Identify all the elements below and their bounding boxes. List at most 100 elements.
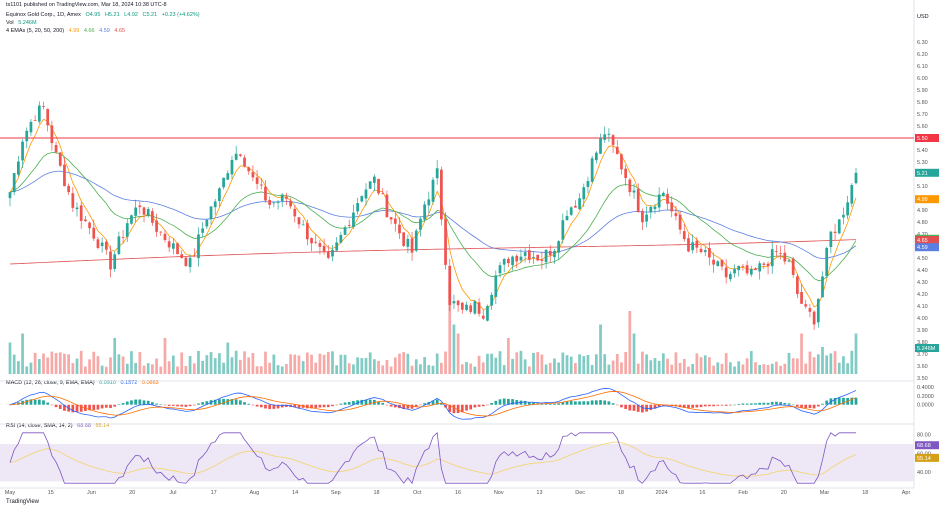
candle-body[interactable] (440, 169, 443, 220)
candle-body[interactable] (163, 233, 167, 241)
candle-body[interactable] (842, 214, 845, 218)
candle-body[interactable] (561, 220, 565, 240)
candle-body[interactable] (796, 276, 799, 294)
candle-body[interactable] (766, 263, 770, 267)
candle-body[interactable] (184, 257, 188, 267)
candle-body[interactable] (553, 250, 556, 258)
candle-body[interactable] (46, 108, 50, 126)
candle-body[interactable] (653, 206, 657, 210)
candle-body[interactable] (716, 261, 720, 267)
candle-body[interactable] (75, 207, 79, 210)
candle-body[interactable] (280, 194, 284, 201)
candle-body[interactable] (737, 265, 741, 271)
candle-body[interactable] (532, 257, 535, 258)
candle-body[interactable] (837, 219, 841, 234)
candle-body[interactable] (104, 241, 108, 250)
candle-body[interactable] (67, 185, 70, 193)
candle-body[interactable] (519, 256, 523, 261)
candle-body[interactable] (180, 254, 184, 259)
candle-body[interactable] (318, 243, 322, 247)
candle-body[interactable] (540, 259, 544, 261)
candle-body[interactable] (829, 231, 833, 248)
candle-body[interactable] (88, 222, 91, 229)
candle-body[interactable] (515, 255, 519, 262)
candle-body[interactable] (733, 269, 736, 274)
candle-body[interactable] (364, 189, 368, 199)
candle-body[interactable] (151, 211, 154, 223)
candle-body[interactable] (590, 158, 594, 182)
candle-body[interactable] (368, 181, 372, 189)
candle-body[interactable] (410, 238, 414, 253)
candle-body[interactable] (37, 105, 41, 122)
candle-body[interactable] (465, 304, 468, 310)
candle-body[interactable] (666, 193, 669, 204)
candle-body[interactable] (779, 253, 782, 255)
candle-body[interactable] (703, 250, 707, 253)
candle-body[interactable] (42, 106, 45, 107)
candle-body[interactable] (12, 173, 16, 193)
candle-body[interactable] (448, 265, 452, 305)
candle-body[interactable] (473, 301, 477, 314)
candle-body[interactable] (176, 243, 179, 255)
candle-body[interactable] (787, 260, 791, 262)
symbol-name[interactable]: Equinox Gold Corp., 1D, Amex (6, 12, 81, 18)
candle-body[interactable] (109, 251, 112, 270)
candle-body[interactable] (632, 190, 636, 193)
candle-body[interactable] (712, 259, 715, 265)
candle-body[interactable] (691, 242, 695, 251)
candle-body[interactable] (230, 159, 234, 175)
candle-body[interactable] (159, 231, 163, 233)
candle-body[interactable] (84, 219, 87, 222)
candle-body[interactable] (670, 202, 674, 212)
candle-body[interactable] (423, 204, 426, 220)
candle-body[interactable] (402, 232, 406, 246)
candle-body[interactable] (33, 120, 37, 121)
candle-body[interactable] (661, 192, 665, 196)
candle-body[interactable] (821, 276, 824, 298)
candle-body[interactable] (285, 196, 288, 199)
candle-body[interactable] (682, 231, 686, 240)
candle-body[interactable] (226, 173, 230, 180)
candle-body[interactable] (628, 179, 632, 193)
candle-body[interactable] (197, 234, 200, 259)
candle-body[interactable] (188, 257, 192, 267)
candle-body[interactable] (406, 238, 410, 247)
candle-body[interactable] (523, 252, 527, 256)
candle-body[interactable] (289, 200, 292, 207)
candle-body[interactable] (71, 193, 75, 208)
candle-body[interactable] (389, 217, 393, 220)
candle-body[interactable] (825, 247, 829, 276)
candle-body[interactable] (373, 176, 376, 183)
candle-body[interactable] (130, 215, 133, 224)
candle-body[interactable] (565, 215, 569, 221)
candle-body[interactable] (494, 275, 498, 297)
candle-body[interactable] (155, 220, 158, 232)
candle-body[interactable] (117, 236, 121, 255)
candle-body[interactable] (456, 300, 460, 306)
candle-body[interactable] (310, 238, 313, 244)
candle-body[interactable] (557, 241, 561, 253)
candle-body[interactable] (121, 236, 125, 238)
candle-body[interactable] (674, 213, 678, 217)
candle-body[interactable] (804, 304, 808, 307)
candle-body[interactable] (808, 308, 812, 312)
candle-body[interactable] (234, 153, 238, 160)
rsi-label[interactable]: RSI (14, close, SMA, 14, 2) (6, 423, 73, 429)
candle-body[interactable] (611, 135, 615, 145)
candle-body[interactable] (431, 179, 435, 202)
candle-body[interactable] (360, 196, 364, 202)
candle-body[interactable] (264, 186, 267, 201)
candle-body[interactable] (657, 194, 661, 208)
candle-body[interactable] (29, 121, 33, 133)
candle-body[interactable] (833, 231, 837, 233)
candle-body[interactable] (544, 249, 548, 263)
candle-body[interactable] (649, 206, 653, 213)
candle-body[interactable] (377, 178, 380, 194)
candle-body[interactable] (850, 185, 854, 204)
candle-body[interactable] (775, 251, 778, 252)
candle-body[interactable] (293, 208, 297, 217)
candle-body[interactable] (486, 306, 489, 321)
candle-body[interactable] (620, 154, 623, 170)
candle-body[interactable] (800, 292, 803, 304)
